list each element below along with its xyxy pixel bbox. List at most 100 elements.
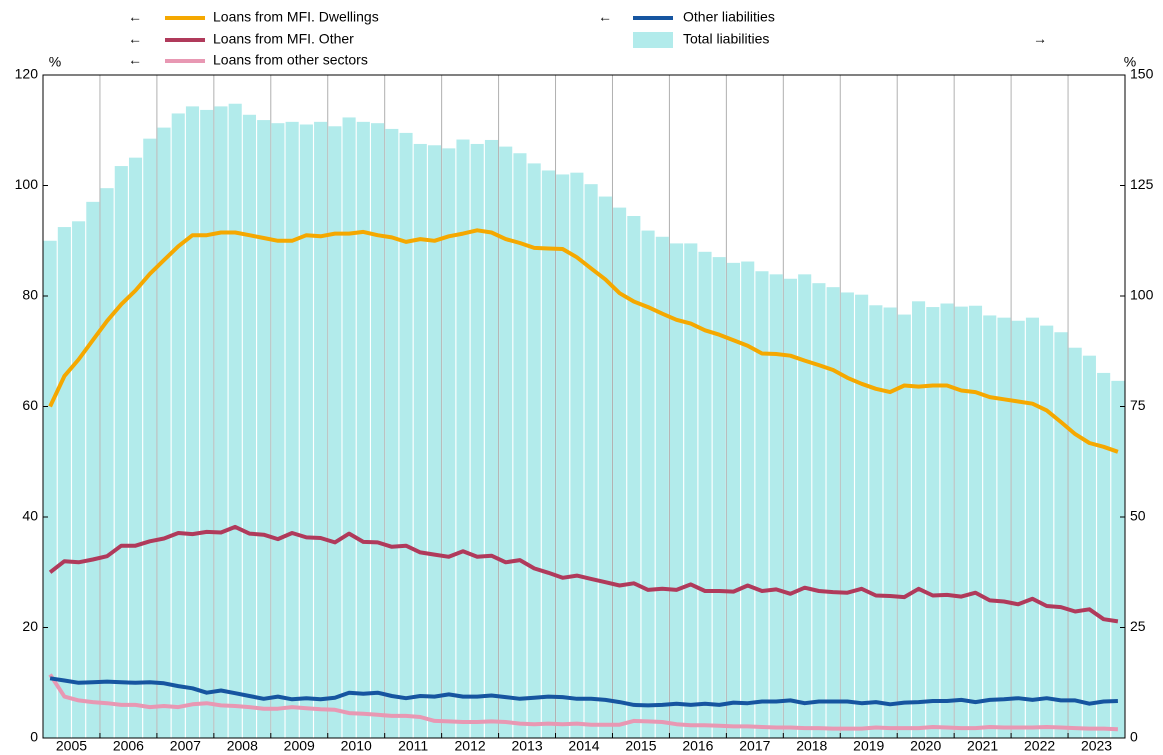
x-tick-label: 2022 <box>1024 738 1055 754</box>
bar <box>185 106 200 738</box>
x-tick-label: 2020 <box>910 738 941 754</box>
bar <box>755 271 769 738</box>
bar <box>356 121 370 739</box>
y-tick-label: 120 <box>15 66 39 82</box>
x-tick-label: 2017 <box>739 738 770 754</box>
y2-tick-label: 150 <box>1130 66 1154 82</box>
legend-arrow: → <box>1033 31 1047 47</box>
bar <box>100 188 114 739</box>
bar <box>43 240 57 738</box>
bar <box>997 317 1011 738</box>
bar <box>200 109 214 739</box>
bar <box>1040 325 1054 738</box>
x-tick-label: 2015 <box>625 738 656 754</box>
legend-arrow: ← <box>128 9 142 25</box>
y-axis-label: % <box>49 54 61 70</box>
legend-label: Loans from MFI. Dwellings <box>213 9 379 25</box>
line-series <box>48 228 1119 454</box>
x-tick-label: 2019 <box>853 738 884 754</box>
y-tick-label: 0 <box>30 729 38 745</box>
bar <box>598 196 612 739</box>
x-tick-label: 2021 <box>967 738 998 754</box>
x-tick-label: 2010 <box>341 738 372 754</box>
x-tick-label: 2016 <box>682 738 713 754</box>
bar <box>214 106 228 738</box>
y2-tick-label: 125 <box>1130 176 1154 192</box>
line-series <box>48 524 1119 624</box>
bar <box>641 230 655 739</box>
bar <box>669 243 684 739</box>
bar <box>86 201 100 738</box>
bar <box>741 261 755 738</box>
bar <box>883 307 897 738</box>
y2-axis-label: % <box>1124 54 1136 70</box>
bar <box>527 163 541 738</box>
x-tick-label: 2006 <box>113 738 144 754</box>
bar <box>157 127 171 738</box>
y-tick-label: 20 <box>22 618 38 634</box>
bar <box>285 121 299 739</box>
y-tick-label: 100 <box>15 176 39 192</box>
bar <box>128 157 143 739</box>
bar <box>912 301 926 738</box>
line-series <box>48 673 1118 732</box>
bar <box>712 257 726 738</box>
bar <box>257 120 271 739</box>
bar <box>627 215 641 739</box>
bar <box>1111 380 1125 738</box>
y2-tick-label: 75 <box>1130 397 1146 413</box>
x-tick-label: 2013 <box>511 738 542 754</box>
legend-arrow: ← <box>598 9 612 25</box>
y-tick-label: 40 <box>22 508 38 524</box>
bar <box>143 138 157 738</box>
y2-tick-label: 100 <box>1130 287 1154 303</box>
bar <box>470 143 484 738</box>
bar <box>399 132 413 739</box>
bar <box>328 126 342 739</box>
bar <box>897 314 911 738</box>
legend-label: Loans from MFI. Other <box>213 31 354 47</box>
legend-label: Loans from other sectors <box>213 52 368 68</box>
bar <box>556 174 570 738</box>
bar <box>541 170 555 739</box>
y-tick-label: 60 <box>22 397 38 413</box>
bar <box>1025 317 1040 738</box>
x-tick-label: 2007 <box>170 738 201 754</box>
x-tick-label: 2008 <box>227 738 258 754</box>
bar <box>228 103 242 739</box>
bar <box>499 146 513 738</box>
bar <box>613 207 627 739</box>
bar <box>371 123 385 739</box>
legend-arrow: ← <box>128 52 142 68</box>
x-tick-label: 2009 <box>284 738 315 754</box>
bar <box>442 148 456 738</box>
bar <box>840 292 854 738</box>
x-tick-label: 2011 <box>398 738 428 754</box>
legend-swatch <box>633 32 673 48</box>
y-tick-label: 80 <box>22 287 38 303</box>
bar <box>698 251 712 739</box>
x-tick-label: 2005 <box>56 738 87 754</box>
bar <box>314 121 328 739</box>
bar <box>1011 320 1025 738</box>
x-tick-label: 2014 <box>568 738 599 754</box>
bar <box>954 306 968 738</box>
bar <box>855 294 869 738</box>
bar <box>385 128 399 738</box>
bar <box>812 283 826 738</box>
bar <box>968 305 983 738</box>
bar <box>114 166 128 738</box>
bar <box>427 145 442 738</box>
bar <box>1068 347 1082 738</box>
legend-arrow: ← <box>128 31 142 47</box>
bar <box>570 172 584 738</box>
y2-tick-label: 25 <box>1130 618 1146 634</box>
bar <box>171 113 185 739</box>
bar <box>655 236 669 738</box>
bar <box>413 143 427 738</box>
bar <box>271 123 285 739</box>
bar <box>826 287 840 738</box>
bar <box>769 274 783 738</box>
bar <box>584 184 598 738</box>
